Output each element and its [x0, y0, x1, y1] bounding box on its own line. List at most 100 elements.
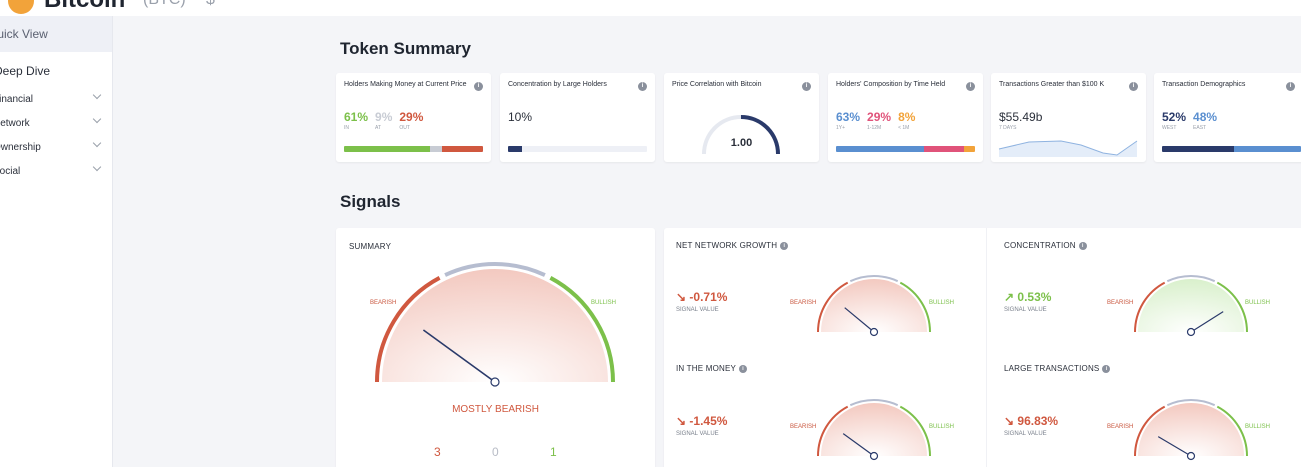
gauge-pivot	[869, 327, 879, 337]
gauge-bullish-label: BULLISH	[1245, 300, 1271, 306]
gauge-bearish-label: BEARISH	[370, 300, 397, 306]
info-icon[interactable]: i	[1286, 82, 1295, 91]
gauge-face	[821, 403, 927, 456]
info-icon[interactable]: i	[638, 82, 647, 91]
correlation-gauge	[702, 115, 780, 155]
signal-value-caption: SIGNAL VALUE	[1004, 431, 1047, 437]
in-the-money-gauge	[817, 398, 931, 461]
bar-segment-east	[1234, 146, 1301, 152]
large-transactions-label: LARGE TRANSACTIONS i	[1004, 364, 1111, 373]
token-summary-heading: Token Summary	[340, 39, 472, 58]
token-title: Bitcoin	[44, 0, 125, 14]
gauge-needle	[1190, 311, 1224, 333]
gauge-pivot	[490, 377, 500, 387]
at-value: 9% AT	[375, 110, 393, 131]
gauge-bullish-arc	[1216, 281, 1248, 333]
bar-segment-1-12m	[923, 146, 964, 152]
concentration-signal-value: ↗ 0.53%	[1004, 290, 1052, 304]
holders-making-money-card[interactable]: Holders Making Money at Current Price i …	[336, 73, 491, 162]
long-term-value: 63% 1Y+	[836, 110, 861, 131]
gauge-bearish-arc	[1134, 281, 1166, 333]
card-title: Holders Making Money at Current Price	[344, 81, 467, 88]
gauge-face	[382, 269, 608, 382]
bar-segment-empty	[522, 146, 647, 152]
in-the-money-label: IN THE MONEY i	[676, 364, 748, 373]
gauge-pivot	[1186, 451, 1196, 461]
short-term-value: 8% < 1M	[898, 110, 916, 131]
gauge-neutral-arc	[444, 262, 546, 277]
concentration-label: CONCENTRATION i	[1004, 241, 1087, 250]
sidebar-item-deep-dive[interactable]: Deep Dive	[0, 52, 112, 88]
info-icon[interactable]: i	[1078, 241, 1087, 250]
info-icon[interactable]: i	[474, 82, 483, 91]
sidebar-item-ownership[interactable]: Ownership	[0, 136, 112, 160]
gauge-face	[821, 279, 927, 332]
gauge-pivot	[869, 451, 879, 461]
large-transactions-card[interactable]: Transactions Greater than $100 K i $55.4…	[991, 73, 1146, 162]
info-icon[interactable]: i	[1129, 82, 1138, 91]
sidebar-item-social[interactable]: Social	[0, 160, 112, 184]
sidebar-item-network[interactable]: Network	[0, 112, 112, 136]
holders-money-bar	[344, 146, 483, 152]
bar-segment-1y	[836, 146, 924, 152]
gauge-neutral-arc	[849, 274, 899, 283]
net-network-growth-label: NET NETWORK GROWTH i	[676, 241, 789, 250]
gauge-bullish-label: BULLISH	[1245, 424, 1271, 430]
gauge-needle	[1157, 436, 1192, 457]
gauge-neutral-arc	[1166, 274, 1216, 283]
gauge-bullish-label: BULLISH	[929, 424, 955, 430]
chevron-down-icon	[92, 90, 102, 100]
bar-segment-1m	[963, 146, 975, 152]
gauge-bearish-arc	[817, 405, 849, 457]
sidebar-item-label: Deep Dive	[0, 64, 51, 78]
bar-segment-fill	[508, 146, 522, 152]
gauge-neutral-arc	[1166, 398, 1216, 407]
card-title: Transactions Greater than $100 K	[999, 81, 1105, 88]
gauge-needle	[422, 329, 496, 383]
card-title: Concentration by Large Holders	[508, 81, 607, 88]
bearish-count: 3	[434, 445, 441, 459]
chevron-down-icon	[92, 138, 102, 148]
sidebar-item-label: Network	[0, 118, 30, 129]
gauge-bullish-arc	[549, 276, 615, 383]
bullish-count: 1	[550, 445, 557, 459]
sidebar-item-quick-view[interactable]: Quick View	[0, 16, 112, 52]
card-title: Holders' Composition by Time Held	[836, 81, 946, 88]
east-value: 48% EAST	[1193, 110, 1218, 131]
transactions-sparkline	[998, 140, 1138, 157]
info-icon[interactable]: i	[802, 82, 811, 91]
info-icon[interactable]: i	[1102, 364, 1111, 373]
info-icon[interactable]: i	[966, 82, 975, 91]
sidebar-item-financial[interactable]: Financial	[0, 88, 112, 112]
out-value: 29% OUT	[399, 110, 424, 131]
in-the-money-value: ↘ -1.45%	[676, 414, 728, 428]
summary-verdict: MOSTLY BEARISH	[452, 404, 539, 415]
in-value: 61% IN	[344, 110, 369, 131]
transaction-demographics-card[interactable]: Transaction Demographics i 52% WEST 48% EA…	[1154, 73, 1301, 162]
sidebar: Quick View Deep Dive Financial Network O…	[0, 16, 113, 467]
bar-segment-in	[344, 146, 430, 152]
gauge-face	[1138, 279, 1244, 332]
net-network-growth-gauge	[817, 274, 931, 337]
chevron-down-icon	[92, 114, 102, 124]
concentration-large-holders-card[interactable]: Concentration by Large Holders i 10%	[500, 73, 655, 162]
transactions-value: $55.49b 7 DAYS	[999, 110, 1043, 131]
sidebar-item-label: Ownership	[0, 142, 41, 153]
net-network-growth-value: ↘ -0.71%	[676, 290, 728, 304]
gauge-fill	[702, 115, 780, 155]
holders-composition-card[interactable]: Holders' Composition by Time Held i 63% 1…	[828, 73, 983, 162]
gauge-bearish-label: BEARISH	[1107, 300, 1134, 306]
app-header: Bitcoin (BTC) $	[0, 0, 1301, 16]
gauge-needle	[844, 307, 875, 333]
gauge-face	[1138, 403, 1244, 456]
large-transactions-gauge	[1134, 398, 1248, 461]
bitcoin-logo-icon	[8, 0, 34, 14]
info-icon[interactable]: i	[780, 241, 789, 250]
sidebar-item-label: Social	[0, 166, 21, 177]
gauge-bullish-label: BULLISH	[929, 300, 955, 306]
bar-segment-west	[1162, 146, 1235, 152]
price-correlation-card[interactable]: Price Correlation with Bitcoin i 1.00	[664, 73, 819, 162]
gauge-needle	[842, 433, 875, 457]
info-icon[interactable]: i	[739, 364, 748, 373]
column-divider	[986, 228, 987, 467]
